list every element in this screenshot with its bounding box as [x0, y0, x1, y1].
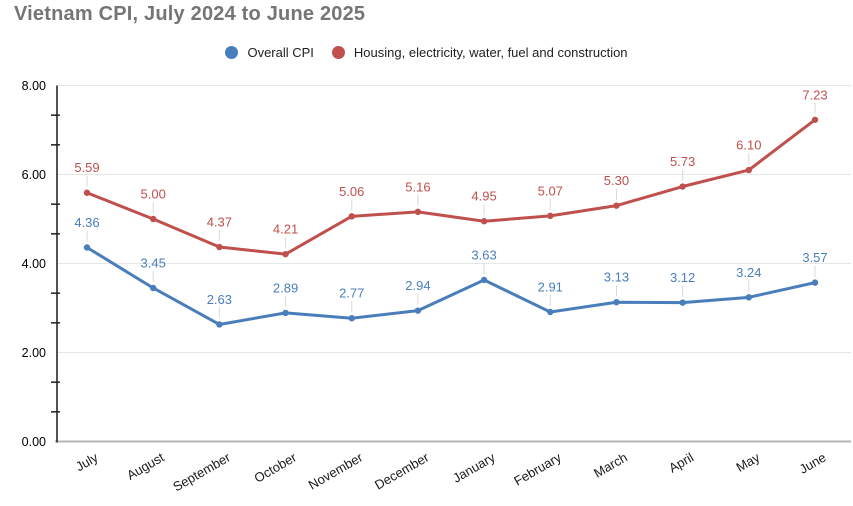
data-label: 5.59: [74, 160, 99, 175]
legend-label-overall-cpi: Overall CPI: [247, 45, 314, 60]
legend-item-overall-cpi: Overall CPI: [225, 45, 314, 60]
data-label: 5.07: [538, 183, 563, 198]
legend-marker-icon: [225, 46, 239, 59]
x-axis-label: January: [450, 449, 498, 485]
data-point: [613, 299, 620, 306]
data-point: [216, 243, 223, 251]
data-point: [613, 202, 620, 209]
data-point: [348, 213, 355, 220]
x-axis-label: May: [734, 449, 763, 475]
x-axis-label: October: [251, 449, 299, 485]
x-axis-label: June: [797, 450, 829, 477]
data-point: [83, 244, 91, 251]
data-label: 2.89: [273, 280, 298, 295]
data-label: 4.36: [74, 215, 99, 230]
data-label: 3.24: [736, 265, 761, 280]
y-axis-label: 6.00: [22, 168, 46, 182]
data-point: [745, 294, 753, 301]
x-axis-label: September: [170, 449, 233, 494]
data-label: 4.21: [273, 222, 298, 237]
x-axis-label: August: [124, 449, 167, 482]
y-axis-label: 4.00: [22, 257, 46, 271]
chart-legend: Overall CPI Housing, electricity, water,…: [0, 45, 853, 60]
data-point: [547, 212, 554, 220]
data-point: [282, 309, 289, 317]
data-label: 2.94: [405, 278, 430, 293]
data-point: [149, 284, 157, 292]
data-point: [348, 315, 355, 322]
data-label: 5.16: [405, 179, 430, 194]
data-label: 4.37: [207, 215, 232, 230]
data-label: 2.77: [339, 286, 364, 301]
data-label: 6.10: [736, 138, 761, 153]
data-point: [679, 299, 686, 306]
x-axis-label: July: [73, 449, 101, 474]
legend-item-housing: Housing, electricity, water, fuel and co…: [331, 45, 628, 60]
legend-marker-icon: [331, 46, 345, 59]
y-axis-label: 0.00: [22, 435, 46, 449]
x-axis-label: December: [372, 449, 432, 492]
data-label: 2.91: [538, 280, 563, 295]
data-label: 7.23: [802, 87, 827, 102]
data-label: 4.95: [471, 189, 496, 204]
data-point: [414, 307, 422, 314]
data-point: [547, 308, 554, 316]
data-point: [149, 215, 157, 223]
data-point: [811, 116, 819, 123]
data-label: 3.45: [141, 255, 166, 270]
x-axis-label: March: [591, 450, 630, 481]
data-point: [679, 183, 686, 190]
data-point: [480, 276, 488, 284]
chart-title: Vietnam CPI, July 2024 to June 2025: [14, 3, 366, 25]
data-point: [811, 279, 819, 286]
data-point: [282, 250, 289, 258]
series-line: [85, 118, 817, 256]
data-label: 2.63: [207, 292, 232, 307]
legend-label-housing: Housing, electricity, water, fuel and co…: [353, 45, 628, 60]
data-label: 5.30: [604, 173, 629, 188]
y-axis-label: 8.00: [22, 79, 46, 93]
data-label: 3.57: [802, 250, 827, 265]
data-label: 3.13: [604, 270, 629, 285]
data-point: [216, 321, 223, 328]
data-point: [414, 208, 422, 216]
series-line: [85, 245, 817, 326]
x-axis-label: February: [511, 449, 564, 488]
x-axis-label: November: [306, 449, 366, 492]
data-point: [480, 218, 488, 225]
data-point: [745, 166, 753, 174]
data-label: 5.00: [141, 187, 166, 202]
y-axis-label: 2.00: [22, 346, 46, 360]
data-point: [83, 189, 91, 196]
x-axis-label: April: [666, 450, 696, 476]
data-label: 3.12: [670, 270, 695, 285]
data-label: 3.63: [471, 247, 496, 262]
data-label: 5.73: [670, 154, 695, 169]
data-label: 5.06: [339, 184, 364, 199]
